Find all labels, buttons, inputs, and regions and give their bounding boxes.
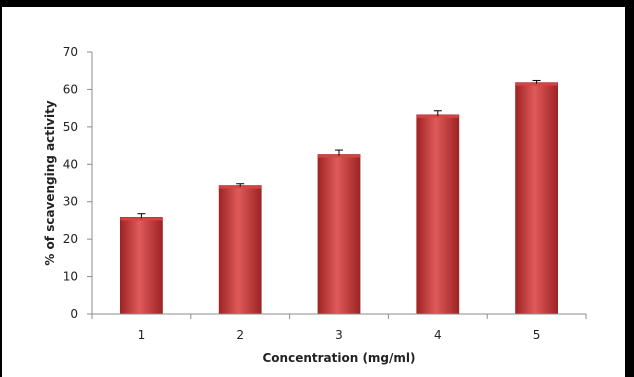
bar-2 (218, 185, 262, 315)
bar-4 (416, 114, 460, 315)
y-tick-label-50: 50 (63, 120, 78, 134)
x-tick-label-4: 4 (434, 328, 442, 342)
bar-top-4 (416, 114, 459, 118)
x-axis-title: Concentration (mg/ml) (262, 351, 415, 365)
bar-3 (317, 154, 361, 315)
x-tick-label-1: 1 (138, 328, 146, 342)
y-tick-label-60: 60 (63, 82, 78, 96)
bar-5 (515, 82, 558, 315)
bar-top-3 (318, 154, 360, 158)
y-tick-label-0: 0 (70, 307, 78, 321)
axes-layer (87, 51, 587, 319)
bar-top-1 (120, 217, 163, 221)
y-tick-label-20: 20 (63, 232, 78, 246)
y-axis-title: % of scavenging activity (43, 100, 57, 265)
x-tick-label-5: 5 (533, 328, 541, 342)
bar-1 (120, 217, 163, 315)
x-tick-label-2: 2 (236, 328, 244, 342)
bar-top-2 (219, 185, 262, 189)
bar-top-5 (515, 82, 558, 86)
y-tick-label-70: 70 (63, 45, 78, 59)
x-tick-label-3: 3 (335, 328, 343, 342)
y-tick-label-40: 40 (63, 157, 78, 171)
y-tick-label-30: 30 (63, 195, 78, 209)
y-tick-label-10: 10 (63, 270, 78, 284)
bars-layer (120, 79, 558, 315)
